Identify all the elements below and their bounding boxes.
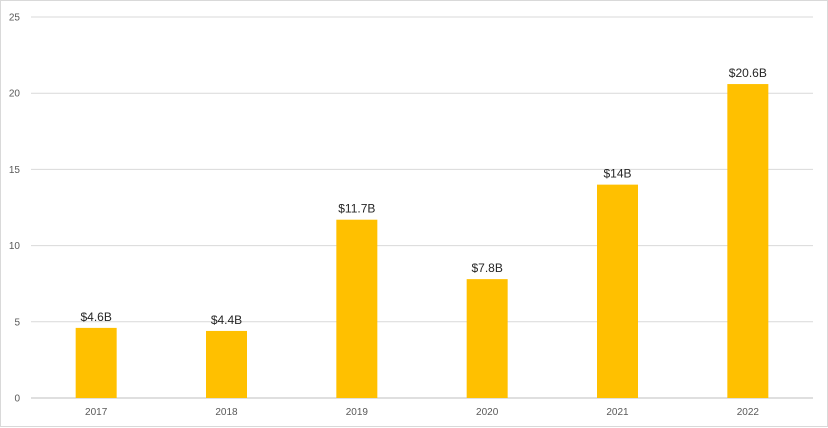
x-tick-label: 2020: [476, 407, 499, 418]
x-axis-ticks: 2017 2018 2019 2020 2021 2022: [85, 407, 759, 418]
bar-2018: [206, 330, 247, 398]
y-tick-label: 0: [14, 394, 20, 405]
data-label-2022: $20.6B: [729, 66, 767, 80]
y-tick-label: 15: [9, 165, 21, 176]
y-tick-label: 10: [9, 241, 21, 252]
bars: [75, 84, 769, 398]
x-tick-label: 2021: [606, 407, 629, 418]
bar-2021: [597, 184, 638, 398]
y-tick-label: 20: [9, 89, 21, 100]
bar-2017: [75, 327, 117, 398]
y-tick-label: 5: [14, 317, 20, 328]
data-label-2018: $4.4B: [211, 313, 242, 327]
x-tick-label: 2022: [737, 407, 760, 418]
data-labels: $4.6B $4.4B $11.7B $7.8B $14B $20.6B: [80, 66, 766, 327]
data-label-2021: $14B: [603, 167, 631, 181]
gridlines: [31, 16, 813, 399]
bar-2019: [336, 219, 378, 398]
data-label-2017: $4.6B: [80, 310, 111, 324]
data-label-2020: $7.8B: [471, 261, 502, 275]
data-label-2019: $11.7B: [338, 202, 375, 216]
x-tick-label: 2018: [215, 407, 238, 418]
y-tick-label: 25: [9, 13, 21, 24]
bar-2022: [727, 84, 769, 398]
x-tick-label: 2019: [346, 407, 369, 418]
bar-2020: [466, 279, 508, 398]
y-axis-ticks: 0 5 10 15 20 25: [9, 13, 21, 405]
x-tick-label: 2017: [85, 407, 108, 418]
